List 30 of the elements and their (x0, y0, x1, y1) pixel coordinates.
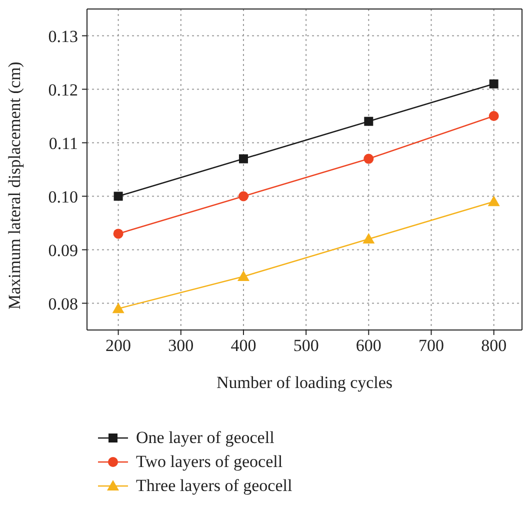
point (114, 192, 123, 201)
point (112, 302, 124, 314)
x-tick-label: 700 (418, 336, 444, 356)
x-tick-label: 200 (106, 336, 132, 356)
y-tick-label: 0.11 (48, 134, 78, 153)
point (488, 111, 499, 121)
y-axis-title: Maximum lateral displacement (cm) (5, 62, 24, 310)
y-tick-label: 0.12 (48, 80, 78, 100)
x-tick-label: 800 (481, 336, 507, 356)
x-axis-title: Number of loading cycles (216, 373, 393, 392)
point (364, 116, 374, 126)
legend-label: Three layers of geocell (136, 476, 292, 496)
point (238, 191, 248, 202)
point (238, 154, 248, 164)
point (489, 79, 498, 88)
x-tick-label: 600 (356, 336, 382, 356)
y-tick-label: 0.09 (48, 240, 78, 260)
legend-label: Two layers of geocell (136, 452, 283, 472)
y-tick-label: 0.08 (48, 294, 78, 314)
y-tick-label: 0.13 (48, 26, 78, 46)
y-tick-label: 0.10 (48, 187, 78, 206)
x-tick-label: 500 (293, 336, 319, 356)
point (113, 228, 124, 239)
x-tick-label: 300 (168, 336, 194, 356)
point (364, 154, 374, 164)
point (488, 196, 500, 206)
point (237, 270, 250, 281)
legend-label: One layer of geocell (136, 428, 274, 448)
point (362, 233, 375, 244)
x-tick-label: 400 (230, 336, 256, 356)
